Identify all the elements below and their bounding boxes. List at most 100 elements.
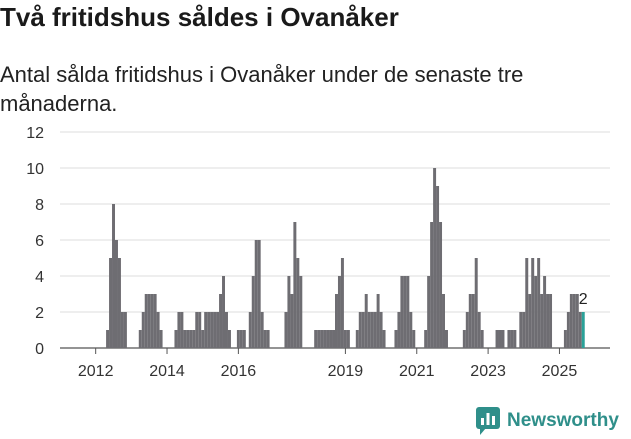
- bar: [540, 294, 544, 348]
- x-tick-label: 2025: [542, 363, 578, 380]
- brand-name: Newsworthy: [507, 410, 619, 431]
- bar: [528, 294, 532, 348]
- bar: [394, 330, 398, 348]
- chart-subtitle: Antal sålda fritidshus i Ovanåker under …: [0, 62, 524, 116]
- bar: [477, 312, 481, 348]
- bar: [248, 312, 252, 348]
- bar: [266, 330, 270, 348]
- bar: [120, 312, 124, 348]
- bar: [355, 330, 359, 348]
- bar: [364, 294, 368, 348]
- bar: [225, 312, 228, 348]
- y-tick-label: 8: [35, 197, 44, 214]
- bar: [495, 330, 499, 348]
- bar: [236, 330, 240, 348]
- x-tick-label: 2016: [221, 363, 257, 380]
- bar: [195, 312, 199, 348]
- bar: [462, 330, 466, 348]
- bar: [578, 312, 582, 348]
- bar: [150, 294, 154, 348]
- bar: [186, 330, 190, 348]
- bar: [358, 312, 362, 348]
- bar: [204, 312, 208, 348]
- bar: [293, 222, 297, 348]
- bar: [376, 294, 380, 348]
- bar: [543, 276, 547, 348]
- bar: [144, 294, 148, 348]
- bar: [198, 312, 202, 348]
- bar: [222, 276, 225, 348]
- bar: [468, 294, 472, 348]
- bar: [112, 204, 115, 348]
- bar: [537, 258, 541, 348]
- bar: [290, 294, 294, 348]
- bar: [106, 330, 110, 348]
- x-tick-label: 2019: [328, 363, 364, 380]
- bar: [522, 312, 526, 348]
- y-tick-label: 2: [35, 305, 44, 322]
- bar: [189, 330, 193, 348]
- bar: [474, 258, 478, 348]
- bar: [480, 330, 484, 348]
- bar: [513, 330, 517, 348]
- bar: [177, 312, 181, 348]
- bar: [296, 258, 300, 348]
- bar: [332, 330, 335, 348]
- bar: [192, 330, 196, 348]
- bar: [323, 330, 327, 348]
- x-tick-label: 2023: [470, 363, 506, 380]
- bar: [183, 330, 187, 348]
- bar: [510, 330, 514, 348]
- x-tick-label: 2014: [149, 363, 185, 380]
- bar: [465, 312, 469, 348]
- bar: [320, 330, 324, 348]
- chart-title: Två fritidshus såldes i Ovanåker: [0, 2, 399, 32]
- bar: [138, 330, 142, 348]
- bar-highlight: [581, 312, 585, 348]
- bar: [370, 312, 374, 348]
- y-tick-label: 0: [35, 341, 44, 358]
- bar: [367, 312, 371, 348]
- bar: [227, 330, 231, 348]
- bar: [442, 294, 445, 348]
- bar: [147, 294, 151, 348]
- bar: [569, 294, 573, 348]
- bar: [117, 258, 121, 348]
- bar: [566, 312, 570, 348]
- bar: [534, 276, 538, 348]
- bar: [346, 330, 350, 348]
- bar: [546, 294, 550, 348]
- bar: [427, 276, 431, 348]
- bar: [153, 294, 157, 348]
- chart-bubble-icon: [476, 407, 500, 435]
- y-tick-label: 6: [35, 233, 44, 250]
- y-tick-label: 10: [26, 161, 44, 178]
- bar: [361, 312, 365, 348]
- y-tick-label: 4: [35, 269, 44, 286]
- bar: [436, 186, 440, 348]
- y-tick-label: 12: [26, 125, 44, 142]
- bar: [219, 294, 223, 348]
- bar: [159, 330, 163, 348]
- bar: [572, 294, 576, 348]
- bar: [507, 330, 511, 348]
- bar: [141, 312, 145, 348]
- bar: [337, 276, 341, 348]
- bar: [343, 330, 347, 348]
- bar: [257, 240, 261, 348]
- bar: [498, 330, 502, 348]
- bar: [242, 330, 246, 348]
- bar: [335, 294, 338, 348]
- bar: [284, 312, 288, 348]
- bar: [575, 294, 579, 348]
- bar: [403, 276, 407, 348]
- bar: [382, 330, 386, 348]
- bar: [213, 312, 217, 348]
- bar: [379, 312, 383, 348]
- bar: [531, 258, 535, 348]
- x-tick-label: 2021: [399, 363, 435, 380]
- bar: [123, 312, 127, 348]
- bar: [201, 330, 205, 348]
- bar: [287, 276, 291, 348]
